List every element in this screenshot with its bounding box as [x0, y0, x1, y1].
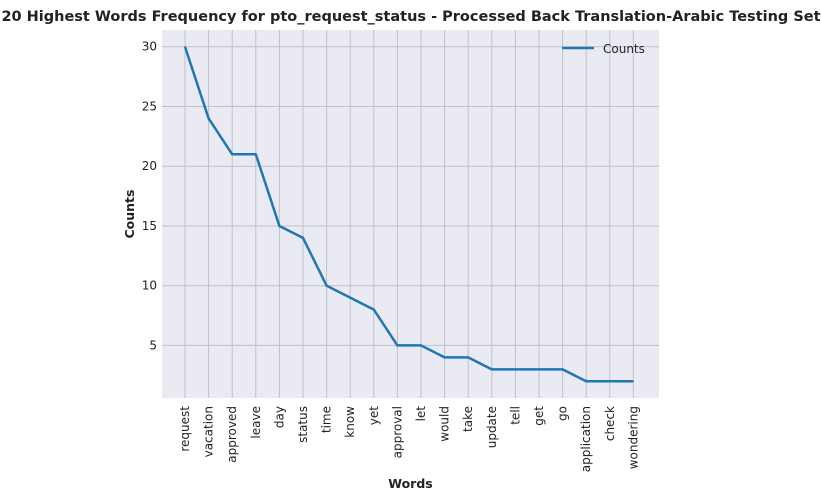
data-point	[396, 344, 398, 346]
data-point	[632, 380, 634, 382]
data-point	[302, 237, 304, 239]
x-tick-label: let	[414, 406, 428, 422]
x-tick-label: approved	[225, 406, 239, 463]
x-tick-label: check	[603, 406, 617, 441]
x-axis-label: Words	[388, 476, 432, 491]
data-point	[278, 225, 280, 227]
legend: Counts	[562, 42, 645, 56]
x-tick-label: would	[438, 406, 452, 442]
data-point	[208, 117, 210, 119]
x-tick-label: update	[485, 406, 499, 448]
data-point	[562, 368, 564, 370]
y-tick-label: 10	[142, 279, 157, 293]
data-point	[467, 356, 469, 358]
data-point	[514, 368, 516, 370]
y-tick-label: 30	[142, 40, 157, 54]
data-point	[609, 380, 611, 382]
data-point	[491, 368, 493, 370]
x-tick-label: application	[579, 406, 593, 472]
x-tick-label: yet	[367, 406, 381, 425]
x-tick-label: know	[343, 406, 357, 438]
x-tick-label: leave	[249, 406, 263, 439]
legend-label-counts: Counts	[603, 42, 645, 56]
y-tick-label: 5	[149, 338, 157, 352]
x-tick-label: go	[556, 406, 570, 421]
data-point	[184, 46, 186, 48]
data-point	[538, 368, 540, 370]
x-axis-ticks: request vacation approved leave day status tim…	[178, 406, 640, 472]
y-tick-label: 25	[142, 99, 157, 113]
x-tick-label: day	[272, 406, 286, 428]
series-line-counts	[183, 46, 634, 383]
chart-title: 20 Highest Words Frequency for pto_reque…	[1, 9, 820, 25]
y-tick-label: 20	[142, 159, 157, 173]
data-point	[420, 344, 422, 346]
x-tick-label: request	[178, 406, 192, 452]
data-point	[373, 309, 375, 311]
x-tick-label: take	[461, 406, 475, 432]
plot-area	[162, 30, 659, 398]
series-group	[183, 46, 634, 383]
y-axis-ticks: 5 10 15 20 25 30	[142, 40, 157, 353]
x-tick-label: wondering	[626, 406, 640, 469]
x-tick-label: get	[532, 406, 546, 426]
data-point	[349, 297, 351, 299]
y-axis-label: Counts	[122, 190, 137, 239]
x-tick-label: approval	[390, 406, 404, 458]
grid-lines	[162, 30, 659, 398]
x-tick-label: time	[320, 406, 334, 433]
data-point	[444, 356, 446, 358]
x-tick-label: status	[296, 406, 310, 443]
y-tick-label: 15	[142, 219, 157, 233]
x-tick-label: tell	[508, 406, 522, 425]
data-point	[231, 153, 233, 155]
x-tick-label: vacation	[202, 406, 216, 457]
data-point	[585, 380, 587, 382]
data-point	[255, 153, 257, 155]
data-point	[326, 285, 328, 287]
